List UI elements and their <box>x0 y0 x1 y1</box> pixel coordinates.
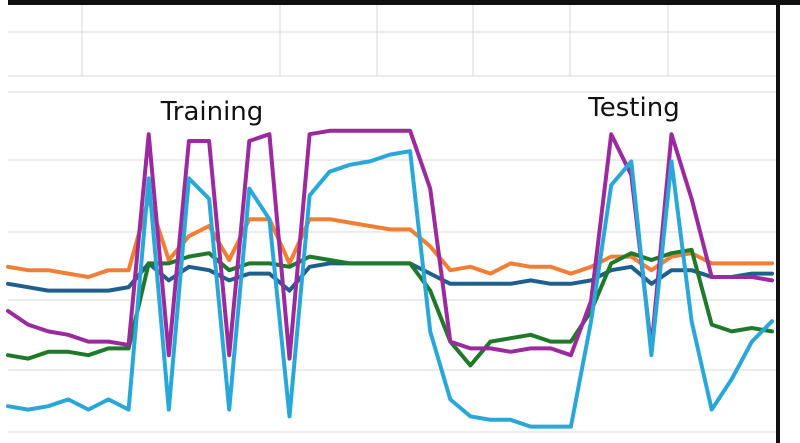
plot <box>6 128 774 429</box>
series-line <box>6 149 774 429</box>
right-border <box>776 0 780 443</box>
top-border <box>0 0 800 5</box>
annotation: Testing <box>587 93 679 123</box>
series-line <box>6 196 774 279</box>
annotation: Training <box>160 97 264 127</box>
left-margin <box>0 0 8 443</box>
series-line <box>6 128 774 361</box>
